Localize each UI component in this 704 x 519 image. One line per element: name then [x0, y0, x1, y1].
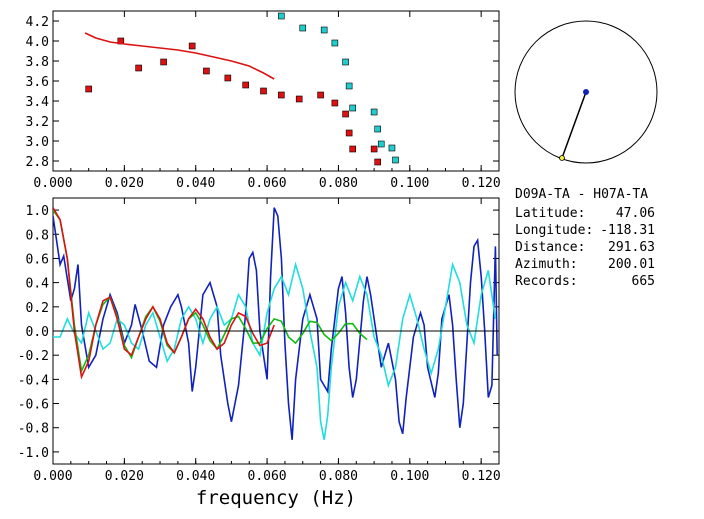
- top-point: [331, 39, 339, 47]
- bottom-ytick-label: -0.6: [18, 398, 49, 413]
- distance-value: 291.63: [608, 240, 655, 255]
- dispersion-chart: 0.000 0.020 0.040 0.060 0.080 0.100 0.120 2.8 3.…: [26, 10, 501, 191]
- bottom-xlabel: frequency (Hz): [196, 487, 356, 509]
- top-point: [278, 12, 285, 20]
- azimuth-plot: [514, 20, 658, 164]
- top-point: [374, 158, 381, 166]
- top-point: [242, 81, 249, 89]
- longitude-value: -118.31: [600, 223, 655, 238]
- bottom-xtick-label: 0.020: [105, 469, 144, 484]
- bottom-xtick-label: 0.000: [33, 469, 72, 484]
- records-label: Records:: [515, 274, 578, 289]
- bottom-xtick-label: 0.100: [390, 469, 429, 484]
- bottom-series-line-2: [53, 209, 368, 374]
- bottom-series: [53, 207, 499, 440]
- latitude-label: Latitude:: [515, 206, 585, 221]
- distance-label: Distance:: [515, 240, 585, 255]
- bottom-ytick-label: 0.4: [26, 277, 50, 292]
- bottom-ytick-label: 1.0: [26, 204, 49, 219]
- records-value: 665: [632, 274, 655, 289]
- top-point: [370, 108, 378, 116]
- top-ytick-label: 3.8: [26, 55, 49, 70]
- latitude-value: 47.06: [616, 206, 655, 221]
- azimuth-circle: [514, 20, 658, 164]
- top-point: [331, 99, 339, 107]
- top-series-line-2: [84, 32, 275, 80]
- top-point: [320, 26, 328, 34]
- top-point: [342, 58, 349, 66]
- top-point: [224, 74, 232, 82]
- azimuth-value: 200.01: [608, 257, 655, 272]
- top-point: [295, 95, 303, 103]
- bottom-ytick-label: -0.4: [18, 373, 49, 388]
- top-point: [349, 104, 357, 112]
- top-point: [135, 64, 142, 72]
- bottom-ytick-label: 0.8: [26, 228, 49, 243]
- bottom-xtick-label: 0.060: [248, 469, 287, 484]
- top-xtick-label: 0.060: [248, 176, 287, 191]
- top-point: [85, 85, 92, 93]
- top-xtick-label: 0.020: [105, 176, 144, 191]
- bottom-series-line-1: [53, 261, 497, 440]
- top-ytick-label: 2.8: [26, 155, 49, 170]
- bottom-ytick-label: -0.2: [18, 349, 49, 364]
- top-point: [278, 91, 285, 99]
- bottom-xtick-label: 0.040: [176, 469, 215, 484]
- top-ytick-label: 3.6: [26, 75, 49, 90]
- top-point: [388, 144, 396, 152]
- bottom-ytick-label: 0.2: [26, 301, 49, 316]
- top-xtick-label: 0.040: [176, 176, 215, 191]
- top-point: [349, 145, 357, 153]
- azimuth-line: [561, 91, 587, 159]
- top-point: [299, 24, 307, 32]
- top-point: [188, 42, 196, 50]
- top-ytick-label: 4.0: [26, 35, 49, 50]
- top-ytick-label: 4.2: [26, 15, 49, 30]
- top-xtick-label: 0.100: [390, 176, 429, 191]
- top-point: [392, 156, 399, 164]
- top-series: [84, 12, 399, 166]
- top-ytick-label: 3.4: [26, 95, 50, 110]
- top-point: [345, 82, 353, 90]
- top-point: [370, 145, 378, 153]
- bottom-ytick-label: 0.0: [26, 325, 49, 340]
- bottom-xtick-label: 0.080: [319, 469, 358, 484]
- bottom-ytick-label: -0.8: [18, 422, 49, 437]
- top-ytick-label: 3.0: [26, 135, 49, 150]
- azimuth-label: Azimuth:: [515, 257, 578, 272]
- top-xtick-label: 0.120: [462, 176, 501, 191]
- top-point: [260, 87, 267, 95]
- remote-station-marker: [559, 155, 565, 161]
- top-point: [203, 67, 210, 75]
- top-frame: [52, 10, 500, 172]
- top-point: [342, 110, 349, 118]
- top-point: [374, 125, 381, 133]
- top-point: [345, 129, 353, 137]
- top-point: [377, 140, 385, 148]
- correlation-chart: 0.000 0.020 0.040 0.060 0.080 0.100 0.120 1.0 0.…: [18, 197, 501, 509]
- top-point: [317, 91, 324, 99]
- top-point: [160, 58, 167, 66]
- station-info-panel: D09A-TA - H07A-TA Latitude: 47.06 Longit…: [515, 187, 655, 289]
- top-ytick-label: 3.2: [26, 115, 49, 130]
- top-xtick-label: 0.080: [319, 176, 358, 191]
- station-pair: D09A-TA - H07A-TA: [515, 187, 648, 202]
- station-marker: [583, 89, 589, 95]
- longitude-label: Longitude:: [515, 223, 593, 238]
- bottom-ytick-label: 0.6: [26, 252, 49, 267]
- bottom-xtick-label: 0.120: [462, 469, 501, 484]
- bottom-ytick-label: -1.0: [18, 446, 49, 461]
- top-xtick-label: 0.000: [33, 176, 72, 191]
